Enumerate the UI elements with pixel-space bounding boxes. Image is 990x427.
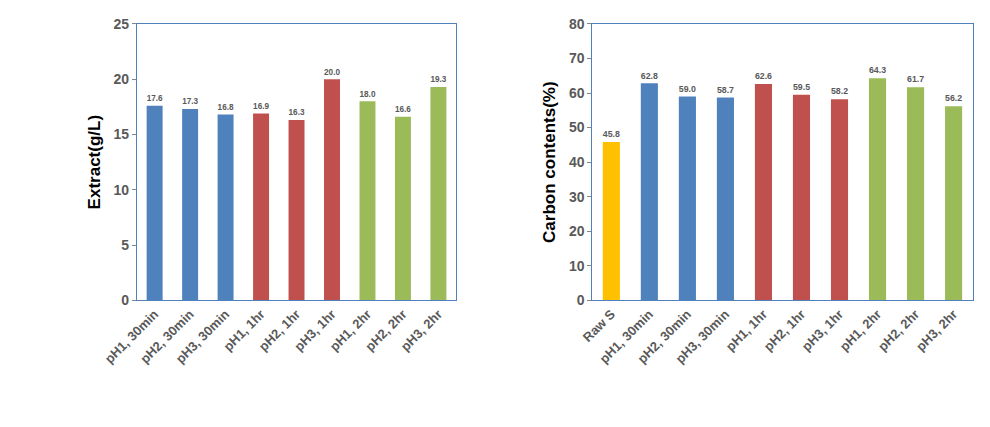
svg-text:80: 80 — [569, 16, 585, 32]
svg-text:pH2, 2hr: pH2, 2hr — [362, 307, 409, 354]
svg-text:64.3: 64.3 — [869, 65, 886, 75]
svg-text:16.3: 16.3 — [289, 108, 305, 117]
svg-text:10: 10 — [114, 182, 130, 198]
svg-text:0: 0 — [577, 292, 585, 308]
svg-text:30: 30 — [569, 189, 585, 205]
svg-text:60: 60 — [569, 85, 585, 101]
svg-text:25: 25 — [114, 16, 130, 32]
svg-text:Extract(g/L): Extract(g/L) — [85, 115, 104, 209]
svg-text:pH2, 30min: pH2, 30min — [634, 307, 694, 367]
svg-text:pH2, 1hr: pH2, 1hr — [761, 307, 808, 354]
svg-text:58.2: 58.2 — [831, 86, 848, 96]
svg-text:pH3, 30min: pH3, 30min — [173, 307, 233, 367]
svg-text:58.7: 58.7 — [717, 85, 734, 95]
svg-text:59.5: 59.5 — [793, 82, 810, 92]
svg-text:62.6: 62.6 — [755, 71, 772, 81]
svg-text:Carbon contents(%): Carbon contents(%) — [540, 81, 559, 243]
svg-text:pH1, 1hr: pH1, 1hr — [220, 307, 267, 354]
svg-text:20: 20 — [569, 223, 585, 239]
svg-text:50: 50 — [569, 119, 585, 135]
svg-text:16.8: 16.8 — [218, 103, 234, 112]
svg-text:5: 5 — [121, 237, 129, 253]
svg-text:pH3, 1hr: pH3, 1hr — [291, 307, 338, 354]
svg-text:pH2, 1hr: pH2, 1hr — [256, 307, 303, 354]
svg-text:17.6: 17.6 — [147, 94, 163, 103]
svg-text:16.9: 16.9 — [253, 102, 269, 111]
svg-text:62.8: 62.8 — [641, 71, 658, 81]
svg-text:19.3: 19.3 — [430, 75, 446, 84]
svg-text:20.0: 20.0 — [324, 68, 340, 77]
svg-text:Raw S: Raw S — [580, 306, 618, 344]
svg-text:59.0: 59.0 — [679, 84, 696, 94]
svg-text:pH3, 2hr: pH3, 2hr — [913, 307, 960, 354]
svg-text:40: 40 — [569, 154, 585, 170]
svg-text:18.0: 18.0 — [360, 90, 376, 99]
svg-text:pH3, 1hr: pH3, 1hr — [799, 307, 846, 354]
svg-text:pH2, 2hr: pH2, 2hr — [875, 307, 922, 354]
svg-text:16.6: 16.6 — [395, 105, 411, 114]
svg-text:pH1, 2hr: pH1, 2hr — [837, 307, 884, 354]
svg-text:20: 20 — [114, 71, 130, 87]
svg-text:pH1, 1hr: pH1, 1hr — [723, 307, 770, 354]
svg-text:pH1, 30min: pH1, 30min — [596, 307, 656, 367]
svg-text:56.2: 56.2 — [945, 93, 962, 103]
svg-text:pH1, 2hr: pH1, 2hr — [327, 307, 374, 354]
svg-text:15: 15 — [114, 126, 130, 142]
svg-text:10: 10 — [569, 258, 585, 274]
svg-text:45.8: 45.8 — [603, 129, 620, 139]
svg-text:17.3: 17.3 — [182, 97, 198, 106]
svg-text:pH2, 30min: pH2, 30min — [137, 307, 197, 367]
svg-text:pH3, 30min: pH3, 30min — [672, 307, 732, 367]
svg-text:0: 0 — [121, 292, 129, 308]
svg-text:pH3, 2hr: pH3, 2hr — [398, 307, 445, 354]
svg-text:pH1, 30min: pH1, 30min — [102, 307, 162, 367]
svg-text:61.7: 61.7 — [907, 74, 924, 84]
svg-text:70: 70 — [569, 50, 585, 66]
